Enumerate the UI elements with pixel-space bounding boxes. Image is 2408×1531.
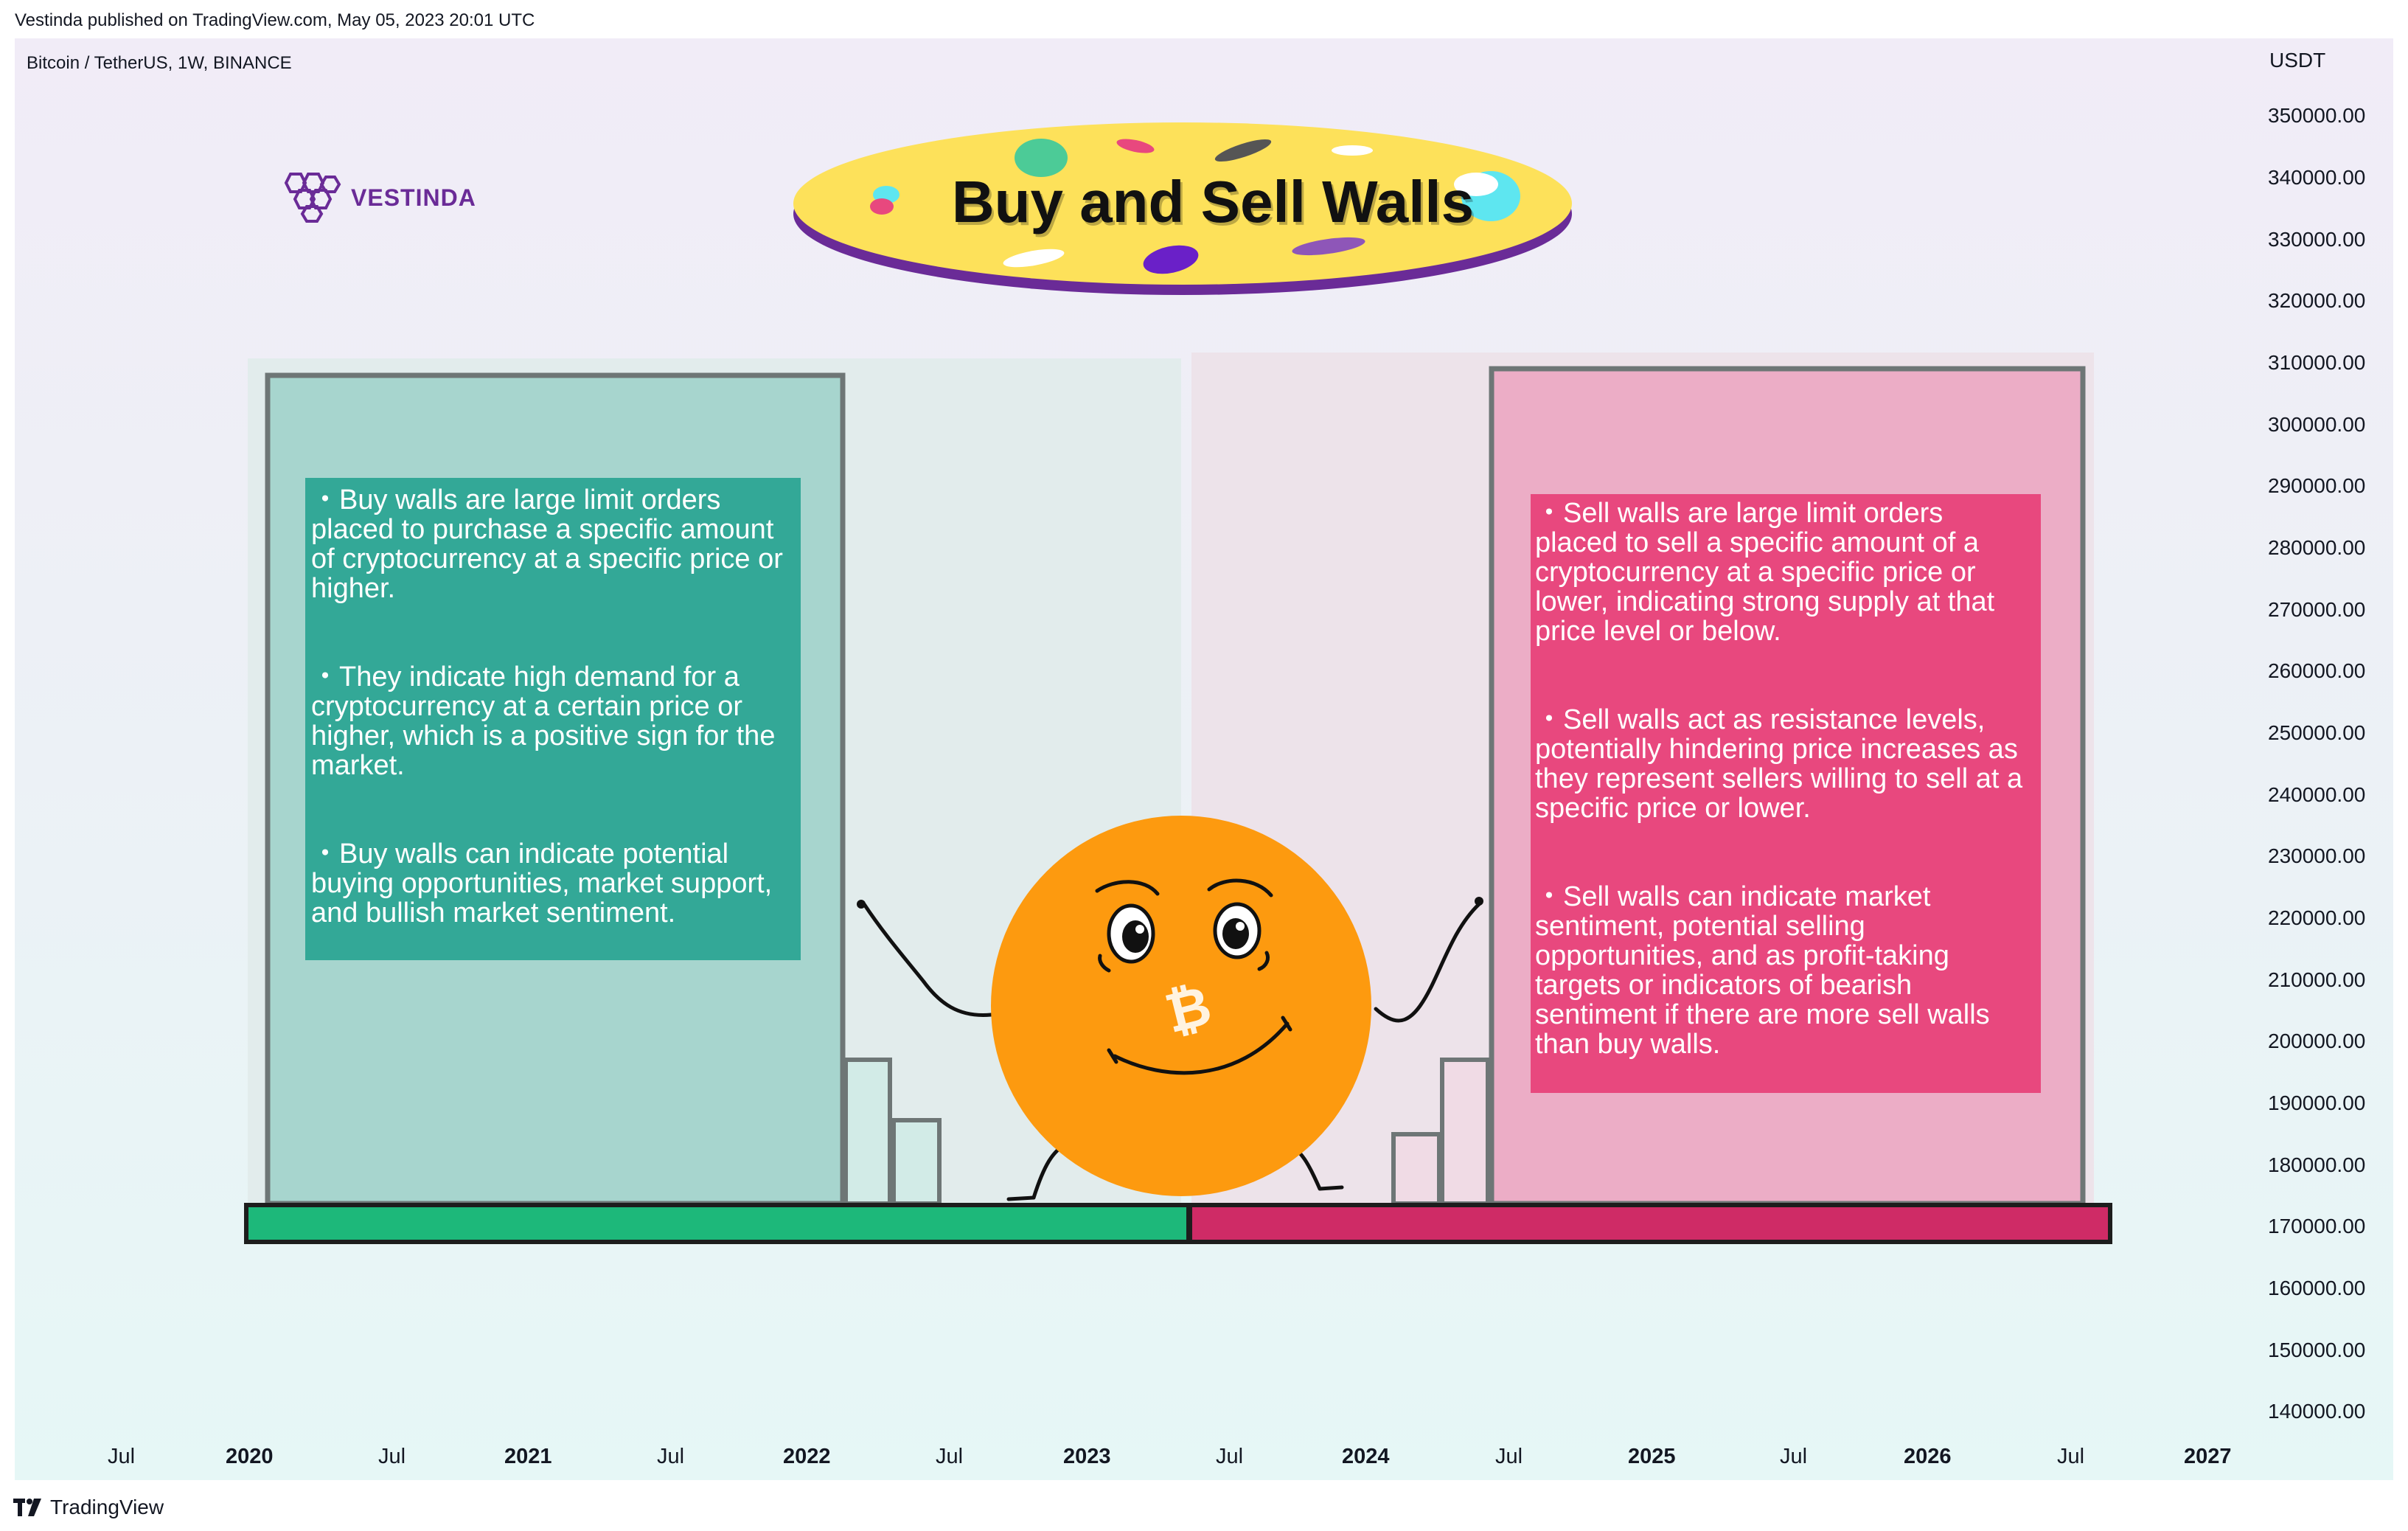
time-tick: 2021: [504, 1445, 552, 1468]
time-tick: Jul: [1780, 1445, 1808, 1468]
vestinda-logo: VESTINDA: [280, 171, 476, 224]
buy-walls-point: ・Buy walls can indicate potential buying…: [311, 839, 773, 928]
price-tick: 300000.00: [2268, 413, 2366, 436]
time-tick: Jul: [378, 1445, 406, 1468]
time-tick: Jul: [1495, 1445, 1523, 1468]
price-tick: 230000.00: [2268, 844, 2366, 867]
price-tick: 320000.00: [2268, 289, 2366, 312]
price-tick: 330000.00: [2268, 228, 2366, 251]
price-tick: 220000.00: [2268, 906, 2366, 929]
time-tick: Jul: [936, 1445, 964, 1468]
sell-walls-textbox: ・Sell walls are large limit orders place…: [1531, 494, 2041, 1093]
sell-wall-medium: [1440, 1058, 1490, 1206]
price-tick: 310000.00: [2268, 351, 2366, 374]
price-tick: 150000.00: [2268, 1339, 2366, 1361]
buy-wall-small: [891, 1118, 942, 1206]
buy-walls-point: ・They indicate high demand for a cryptoc…: [311, 662, 776, 781]
price-tick: 290000.00: [2268, 474, 2366, 497]
time-tick: 2025: [1628, 1445, 1676, 1468]
time-tick: Jul: [2057, 1445, 2085, 1468]
price-tick: 250000.00: [2268, 721, 2366, 744]
price-tick: 270000.00: [2268, 598, 2366, 621]
tradingview-brand-text: TradingView: [50, 1496, 164, 1518]
time-tick: 2027: [2184, 1445, 2232, 1468]
time-tick: 2026: [1904, 1445, 1952, 1468]
price-axis-currency: USDT: [2269, 49, 2326, 72]
sell-walls-point: ・Sell walls can indicate market sentimen…: [1535, 881, 1990, 1060]
tradingview-footer-logo[interactable]: TradingView: [13, 1493, 164, 1522]
time-tick: 2022: [783, 1445, 831, 1468]
price-tick: 160000.00: [2268, 1277, 2366, 1299]
price-tick: 350000.00: [2268, 104, 2366, 127]
sell-wall-small: [1391, 1132, 1441, 1206]
bitcoin-mascot-icon: ₿: [857, 816, 1483, 1201]
time-tick: Jul: [108, 1445, 136, 1468]
time-tick: 2024: [1342, 1445, 1390, 1468]
price-tick: 210000.00: [2268, 968, 2366, 991]
sell-walls-point: ・Sell walls are large limit orders place…: [1535, 498, 1995, 647]
sell-side-bar: [1188, 1203, 2112, 1244]
buy-walls-point: ・Buy walls are large limit orders placed…: [311, 485, 783, 604]
time-tick: Jul: [657, 1445, 685, 1468]
time-tick: 2023: [1063, 1445, 1111, 1468]
publish-attribution: Vestinda published on TradingView.com, M…: [15, 10, 535, 30]
price-tick: 340000.00: [2268, 166, 2366, 189]
buy-wall-medium: [843, 1058, 892, 1206]
price-tick: 200000.00: [2268, 1030, 2366, 1052]
price-tick: 260000.00: [2268, 659, 2366, 682]
sell-walls-point: ・Sell walls act as resistance levels, po…: [1535, 704, 2023, 824]
buy-side-bar: [244, 1203, 1191, 1244]
title-banner: [793, 122, 1572, 295]
vestinda-brand-text: VESTINDA: [351, 184, 476, 211]
price-tick: 280000.00: [2268, 536, 2366, 559]
price-tick: 240000.00: [2268, 783, 2366, 806]
time-tick: Jul: [1216, 1445, 1244, 1468]
tradingview-icon: [13, 1499, 41, 1516]
price-tick: 190000.00: [2268, 1091, 2366, 1114]
banner-title: Buy and Sell Walls: [951, 169, 1475, 235]
time-tick: 2020: [226, 1445, 274, 1468]
price-tick: 140000.00: [2268, 1400, 2366, 1423]
buy-walls-textbox: ・Buy walls are large limit orders placed…: [305, 478, 801, 960]
price-tick: 180000.00: [2268, 1153, 2366, 1176]
price-tick: 170000.00: [2268, 1215, 2366, 1237]
hexagon-cluster-icon: [284, 173, 341, 223]
symbol-info: Bitcoin / TetherUS, 1W, BINANCE: [27, 53, 292, 73]
